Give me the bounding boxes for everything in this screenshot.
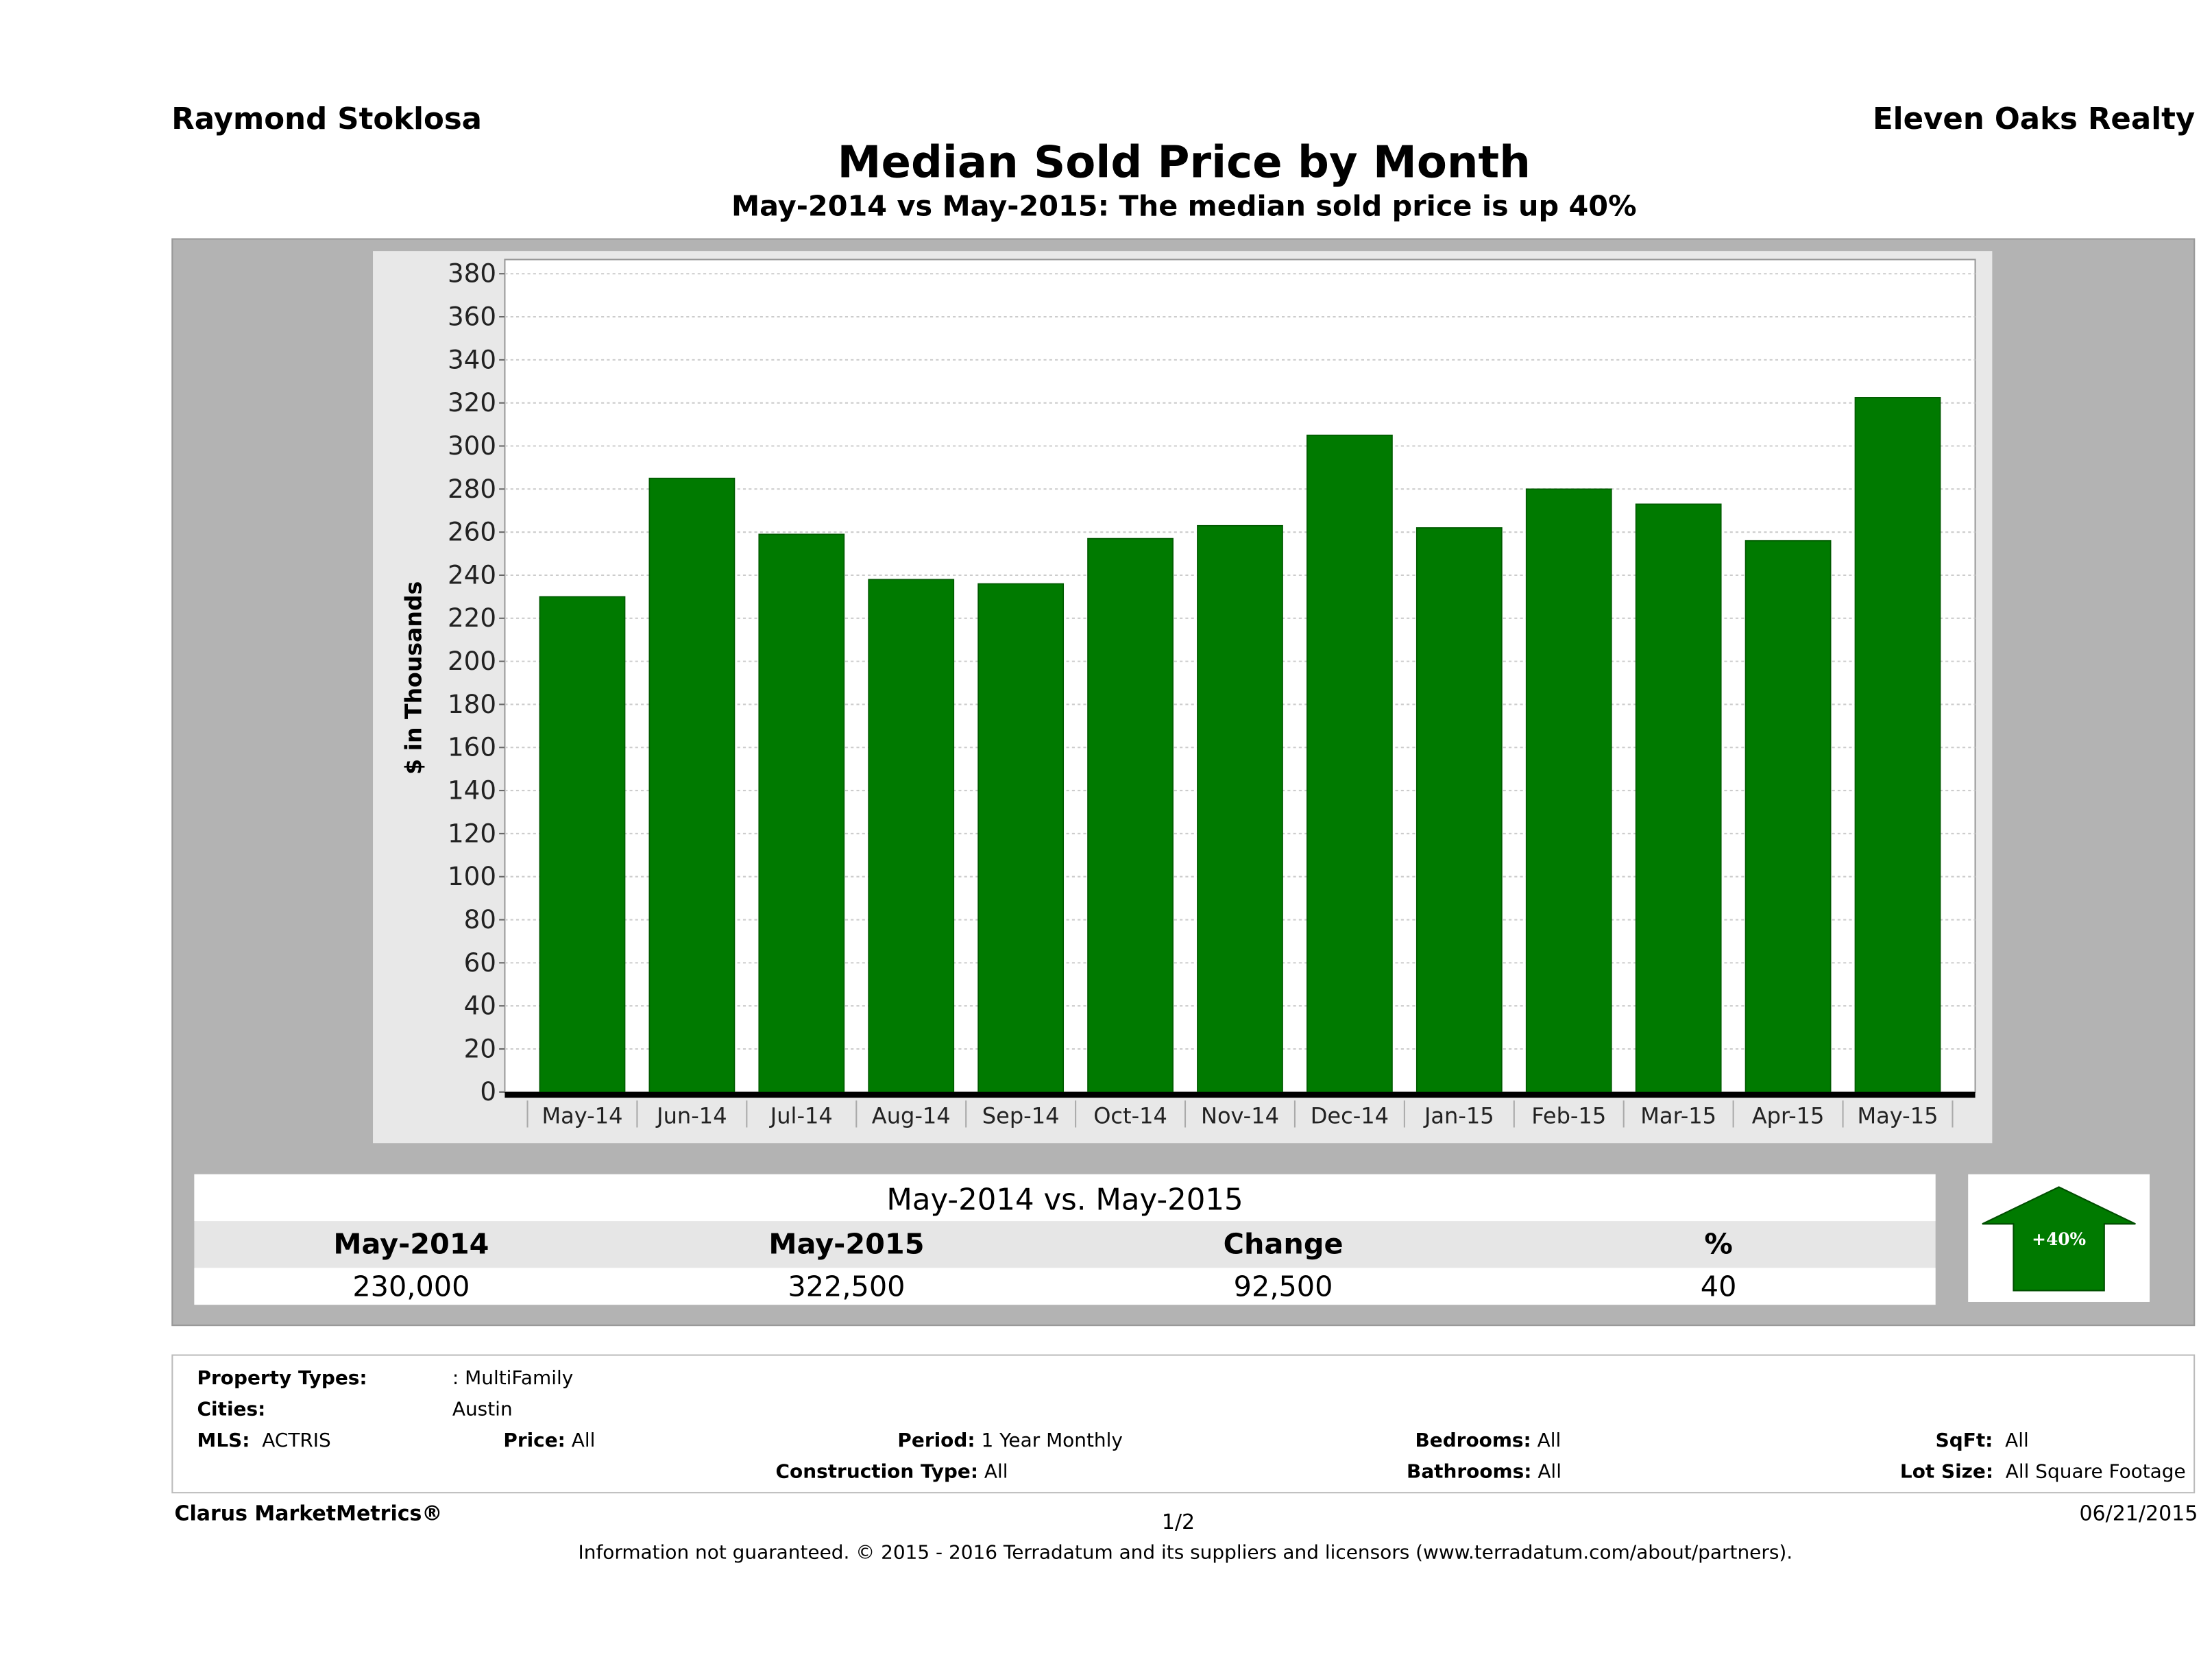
summary-value-start: 230,000 xyxy=(352,1269,470,1304)
cities-value: Austin xyxy=(452,1398,513,1421)
bathrooms-label: Bathrooms: xyxy=(1407,1460,1532,1484)
mls-value: ACTRIS xyxy=(262,1429,331,1453)
x-tick-label: Nov-14 xyxy=(1201,1102,1279,1128)
change-badge-label: +40% xyxy=(2032,1229,2087,1250)
period-value: 1 Year Monthly xyxy=(981,1429,1123,1453)
bar-Sep-14 xyxy=(977,583,1065,1093)
property-types-value: : MultiFamily xyxy=(452,1367,574,1390)
bar-Jul-14 xyxy=(758,533,845,1093)
cities-label: Cities: xyxy=(197,1398,266,1421)
bar-Jan-15 xyxy=(1415,527,1503,1093)
sqft-value: All xyxy=(2005,1429,2029,1453)
y-tick-label: 80 xyxy=(464,904,496,934)
y-tick-label: 60 xyxy=(464,947,496,978)
bar-May-15 xyxy=(1854,397,1941,1093)
x-tick-label: Feb-15 xyxy=(1531,1102,1606,1128)
y-tick-label: 240 xyxy=(448,559,496,590)
filters-box: Property Types: : MultiFamily Cities: Au… xyxy=(171,1354,2196,1494)
y-tick-label: 40 xyxy=(464,991,496,1021)
y-tick-label: 260 xyxy=(448,517,496,547)
construction-label: Construction Type: xyxy=(775,1460,979,1484)
up-arrow-icon xyxy=(1982,1186,2136,1292)
y-tick-label: 180 xyxy=(448,689,496,719)
sqft-label: SqFt: xyxy=(1935,1429,1993,1453)
bar-Oct-14 xyxy=(1087,537,1174,1093)
y-tick-label: 20 xyxy=(464,1033,496,1063)
chart-title: Median Sold Price by Month xyxy=(837,137,1531,189)
y-tick-label: 100 xyxy=(448,861,496,891)
company-name: Eleven Oaks Realty xyxy=(1873,101,2196,136)
bar-Jun-14 xyxy=(648,477,736,1093)
y-tick-label: 380 xyxy=(448,258,496,289)
x-tick-label: May-15 xyxy=(1857,1102,1938,1128)
summary-header-start: May-2014 xyxy=(333,1227,489,1261)
period-label: Period: xyxy=(897,1429,975,1453)
summary-header-percent: % xyxy=(1704,1227,1733,1261)
x-tick-label: Mar-15 xyxy=(1640,1102,1716,1128)
summary-value-end: 322,500 xyxy=(788,1269,906,1304)
mls-label: MLS: xyxy=(197,1429,250,1453)
summary-value-percent: 40 xyxy=(1700,1269,1737,1304)
x-tick-label: Dec-14 xyxy=(1311,1102,1389,1128)
lot-size-label: Lot Size: xyxy=(1899,1460,1994,1484)
construction-value: All xyxy=(984,1460,1008,1484)
lot-size-value: All Square Footage xyxy=(2005,1460,2186,1484)
summary-title: May-2014 vs. May-2015 xyxy=(886,1183,1243,1217)
summary-value-change: 92,500 xyxy=(1233,1269,1333,1304)
x-tick-label: Jul-14 xyxy=(769,1102,833,1128)
summary-values-row: 230,000 322,500 92,500 40 xyxy=(194,1268,1936,1305)
bedrooms-label: Bedrooms: xyxy=(1415,1429,1531,1453)
y-tick-label: 300 xyxy=(448,431,496,461)
bar-May-14 xyxy=(539,596,626,1093)
y-tick-label: 200 xyxy=(448,646,496,676)
change-badge: +40% xyxy=(1968,1174,2150,1302)
x-tick-label: Oct-14 xyxy=(1093,1102,1167,1128)
y-tick-label: 320 xyxy=(448,387,496,418)
y-tick-label: 120 xyxy=(448,818,496,848)
summary-title-row: May-2014 vs. May-2015 xyxy=(194,1174,1936,1222)
agent-name: Raymond Stoklosa xyxy=(171,101,483,136)
y-tick-label: 220 xyxy=(448,603,496,633)
summary-table: May-2014 vs. May-2015 May-2014 May-2015 … xyxy=(194,1174,1936,1305)
report-date: 06/21/2015 xyxy=(2079,1503,2198,1526)
bedrooms-value: All xyxy=(1537,1429,1561,1453)
y-tick-label: 140 xyxy=(448,775,496,805)
bar-chart: 0 20 40 60 80 100 120 140 160 180 200 220 240 260 280 3… xyxy=(400,258,1976,1128)
page-number: 1/2 xyxy=(1161,1512,1195,1535)
y-tick-label: 280 xyxy=(448,474,496,504)
bar-Feb-15 xyxy=(1525,488,1612,1093)
x-tick-label: Jun-14 xyxy=(655,1102,727,1128)
x-tick-label: Apr-15 xyxy=(1752,1102,1825,1128)
y-axis-label: $ in Thousands xyxy=(400,581,426,775)
bar-Dec-14 xyxy=(1306,434,1393,1093)
bar-Nov-14 xyxy=(1197,524,1283,1093)
disclaimer: Information not guaranteed. © 2015 - 201… xyxy=(578,1541,1793,1565)
chart-subtitle: May-2014 vs May-2015: The median sold pr… xyxy=(731,189,1637,223)
y-tick-label: 160 xyxy=(448,732,496,762)
y-tick-label: 360 xyxy=(448,301,496,331)
x-tick-label: Sep-14 xyxy=(982,1102,1060,1128)
property-types-label: Property Types: xyxy=(197,1367,367,1390)
price-value: All xyxy=(571,1429,596,1453)
bar-Apr-15 xyxy=(1745,540,1832,1093)
y-tick-label: 340 xyxy=(448,344,496,374)
bar-Aug-14 xyxy=(868,579,955,1093)
summary-header-end: May-2015 xyxy=(768,1227,925,1261)
price-label: Price: xyxy=(503,1429,566,1453)
x-tick-label: May-14 xyxy=(542,1102,622,1128)
bar-Mar-15 xyxy=(1635,503,1722,1093)
y-tick-label: 0 xyxy=(480,1076,496,1107)
brand-label: Clarus MarketMetrics® xyxy=(174,1503,443,1526)
x-tick-label: Jan-15 xyxy=(1423,1102,1494,1128)
x-tick-label: Aug-14 xyxy=(872,1102,951,1128)
summary-header-change: Change xyxy=(1223,1227,1344,1261)
bathrooms-value: All xyxy=(1538,1460,1561,1484)
